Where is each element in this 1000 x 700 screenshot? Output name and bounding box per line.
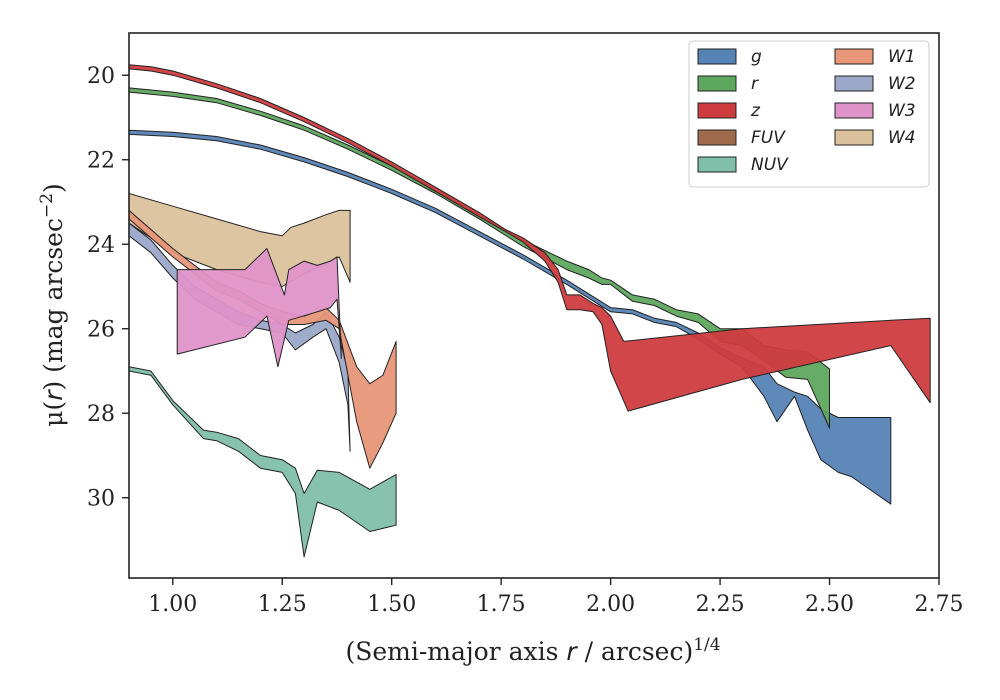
- x-tick-label: 2.25: [696, 592, 745, 617]
- x-tick-label: 1.25: [258, 592, 307, 617]
- legend-swatch-fuv: [697, 129, 737, 146]
- y-tick-label: 20: [87, 64, 115, 89]
- legend-label-w1: W1: [888, 47, 916, 67]
- legend-swatch-g: [697, 48, 737, 65]
- legend-swatch-w2: [834, 75, 874, 92]
- legend-swatch-w4: [834, 129, 874, 146]
- band-z: [129, 64, 931, 412]
- y-axis: 20 22 24 26 28 30: [87, 64, 129, 512]
- band-g: [129, 129, 892, 505]
- x-axis: 1.00 1.25 1.50 1.75 2.00 2.25 2.50 2.75: [148, 578, 963, 617]
- y-tick-label: 30: [87, 487, 115, 512]
- legend-label-z: z: [750, 101, 761, 121]
- profile-bands: [129, 64, 931, 558]
- x-tick-label: 1.50: [367, 592, 416, 617]
- legend-swatch-w3: [834, 102, 874, 119]
- legend-label-w2: W2: [888, 74, 916, 94]
- y-tick-label: 24: [87, 233, 115, 258]
- legend: grz FUV NUV W1 W2 W3 W4: [688, 40, 930, 188]
- y-tick-label: 22: [87, 149, 115, 174]
- band-w3: [176, 248, 342, 368]
- legend-swatch-r: [697, 75, 737, 92]
- plot-frame: [128, 32, 940, 579]
- legend-label-nuv: NUV: [751, 155, 789, 175]
- x-tick-label: 1.75: [477, 592, 526, 617]
- x-tick-label: 2.00: [586, 592, 635, 617]
- legend-swatch-w1: [834, 48, 874, 65]
- x-tick-label: 1.00: [148, 592, 197, 617]
- band-nuv: [129, 366, 397, 558]
- x-axis-label: (Semi-major axis r / arcsec)1/4: [345, 635, 720, 666]
- y-axis-label: μ(r) (mag arcsec−2): [37, 183, 68, 427]
- x-tick-label: 2.75: [915, 592, 964, 617]
- x-tick-label: 2.50: [805, 592, 854, 617]
- legend-swatch-nuv: [697, 156, 737, 173]
- legend-label-g: g: [751, 47, 762, 67]
- legend-swatch-z: [697, 102, 737, 119]
- legend-label-r: r: [751, 74, 759, 94]
- y-tick-label: 26: [87, 318, 115, 343]
- legend-label-w3: W3: [888, 101, 916, 121]
- y-tick-label: 28: [87, 402, 115, 427]
- legend-label-fuv: FUV: [751, 128, 786, 148]
- legend-label-w4: W4: [888, 128, 916, 148]
